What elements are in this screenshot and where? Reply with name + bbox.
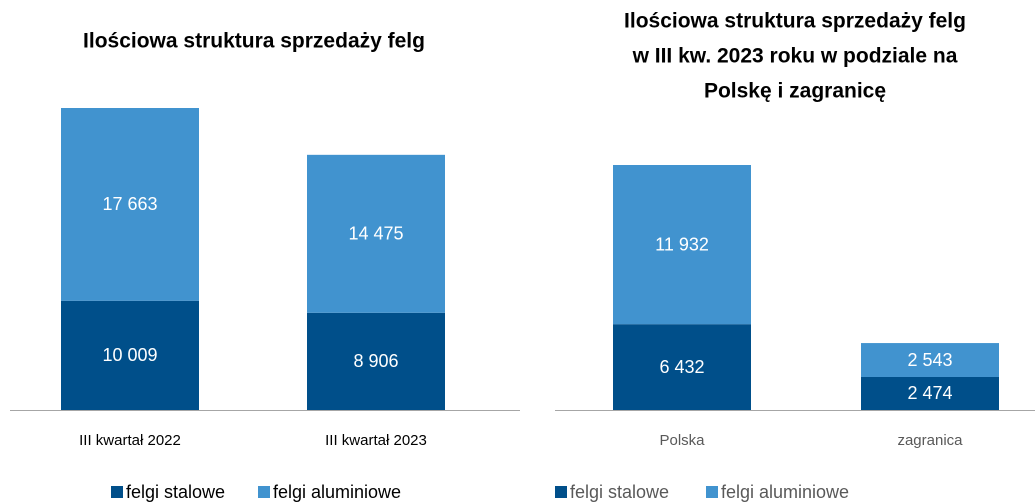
bar-segment bbox=[61, 108, 199, 301]
bar-segment bbox=[307, 154, 445, 313]
chart-title: w III kw. 2023 roku w podziale na bbox=[632, 45, 958, 68]
bar-segment bbox=[613, 324, 751, 410]
chart-title: Ilościowa struktura sprzedaży felg bbox=[83, 30, 425, 53]
chart-title: Polskę i zagranicę bbox=[704, 80, 886, 103]
value-label: 10 009 bbox=[102, 345, 157, 365]
legend-label: felgi aluminiowe bbox=[273, 482, 401, 502]
value-label: 2 543 bbox=[907, 350, 952, 370]
legend-label: felgi aluminiowe bbox=[721, 482, 849, 502]
legend-swatch bbox=[706, 486, 718, 498]
legend-swatch bbox=[258, 486, 270, 498]
x-tick-label: III kwartał 2022 bbox=[79, 432, 181, 449]
x-tick-label: zagranica bbox=[897, 432, 963, 449]
legend-swatch bbox=[111, 486, 123, 498]
value-label: 2 474 bbox=[907, 383, 952, 403]
value-label: 11 932 bbox=[655, 234, 709, 254]
bar-segment bbox=[613, 165, 751, 325]
legend-label: felgi stalowe bbox=[570, 482, 669, 502]
bar-segment bbox=[307, 312, 445, 410]
value-label: 17 663 bbox=[102, 194, 157, 214]
legend-swatch bbox=[555, 486, 567, 498]
value-label: 14 475 bbox=[348, 224, 403, 244]
chart-title: Ilościowa struktura sprzedaży felg bbox=[624, 10, 966, 33]
x-tick-label: III kwartał 2023 bbox=[325, 432, 427, 449]
bar-segment bbox=[861, 343, 999, 377]
value-label: 8 906 bbox=[353, 351, 398, 371]
bar-segment bbox=[861, 376, 999, 410]
legend-label: felgi stalowe bbox=[126, 482, 225, 502]
value-label: 6 432 bbox=[659, 357, 704, 377]
x-tick-label: Polska bbox=[659, 432, 705, 449]
bar-segment bbox=[61, 300, 199, 410]
